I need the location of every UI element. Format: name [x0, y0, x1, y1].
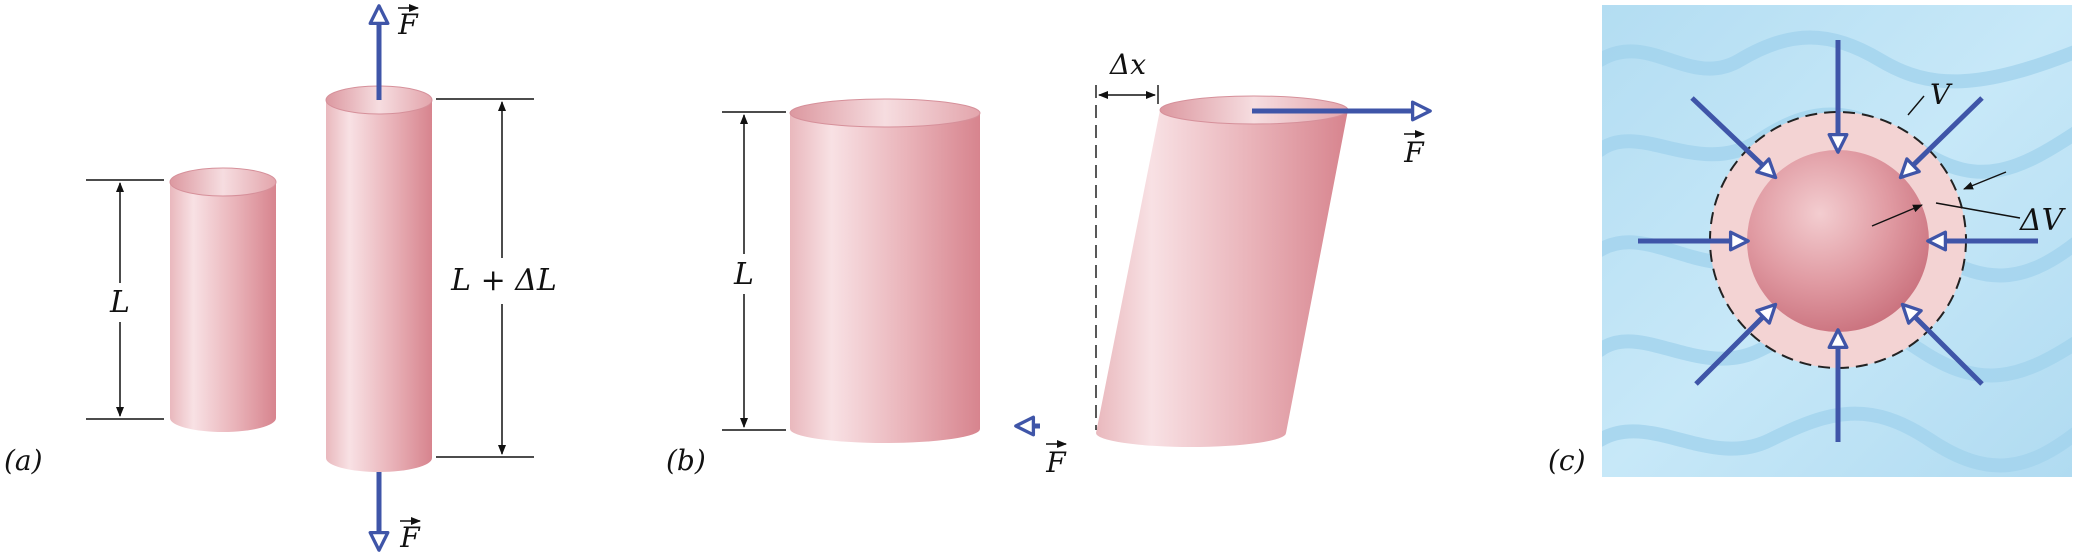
stretched-length-label: L + ΔL [450, 263, 557, 298]
panel-b: (b) L Δx F [666, 48, 1432, 479]
panel-b-label: (b) [666, 444, 706, 477]
length-label: L [109, 285, 130, 320]
pressure-arrow-se [1900, 302, 1984, 386]
panel-c-label: (c) [1548, 444, 1586, 477]
height-label: L [733, 257, 754, 292]
shear-force-label-top: F [1403, 136, 1425, 169]
panel-a: (a) L F F [4, 4, 557, 554]
compressed-sphere [1747, 150, 1929, 332]
height-dimension: L [722, 111, 786, 431]
stretched-length-dimension: L + ΔL [436, 98, 557, 458]
pressure-arrow-nw [1690, 96, 1778, 180]
volume-annotation: V [1907, 78, 1953, 116]
force-label-top: F [397, 8, 419, 41]
pressure-arrows [1638, 40, 2038, 442]
pressure-arrow-ne [1898, 96, 1984, 180]
sheared-cylinder [1096, 95, 1349, 447]
panel-c: (c) [1548, 5, 2072, 477]
stretched-cylinder [325, 85, 433, 472]
shear-force-label-bottom: F [1045, 446, 1067, 479]
length-dimension: L [86, 179, 164, 420]
short-cylinder [169, 167, 277, 432]
delta-volume-annotation: ΔV [1871, 171, 2067, 238]
panel-a-label: (a) [4, 444, 43, 477]
pressure-arrow-sw [1694, 302, 1778, 386]
volume-label: V [1930, 78, 1953, 111]
upright-cylinder [789, 98, 981, 443]
delta-volume-label: ΔV [2019, 203, 2067, 238]
shift-label: Δx [1109, 48, 1146, 81]
shear-dimension: Δx [1095, 48, 1159, 430]
force-label-bottom: F [399, 521, 421, 554]
